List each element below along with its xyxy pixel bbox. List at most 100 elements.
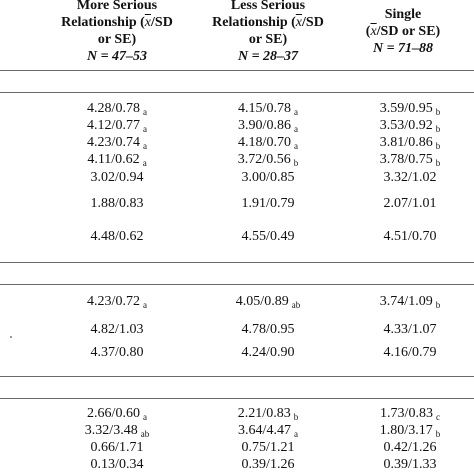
cell-value: 4.18/0.70 [238, 135, 291, 150]
cell-value: 3.72/0.56 [237, 152, 291, 167]
cell-value: 3.74/1.09 [379, 294, 433, 309]
table-cell: 0.13/0.34 [91, 457, 144, 473]
cell-value: 4.55/0.49 [241, 229, 295, 244]
cell-value: 0.75/1.21 [241, 440, 295, 455]
header-line1: Less Serious [230, 0, 306, 13]
table-cell: 2.07/1.01 [384, 196, 437, 212]
cell-value: 2.66/0.60 [87, 406, 140, 421]
table-cell: 2.66/0.60 a [87, 406, 147, 422]
table-cell: 0.42/1.26 [384, 440, 437, 456]
table-cell: 3.72/0.56 b [238, 152, 298, 168]
column-header-single: Single (x/SD or SE) N = 71–88 [333, 6, 473, 57]
header-line1: More Serious [76, 0, 158, 13]
header-line2-end: /SD or SE) [376, 24, 441, 39]
cell-value: 3.32/1.02 [383, 170, 437, 185]
cell-value: 2.07/1.01 [383, 196, 437, 211]
table-cell: 4.37/0.80 [91, 345, 144, 361]
table-cell: 3.02/0.94 [91, 170, 144, 186]
table-cell: 3.64/4.47 a [238, 423, 298, 439]
cell-value: 4.33/1.07 [383, 322, 437, 337]
cell-value: 3.53/0.92 [379, 118, 433, 133]
cell-value: 3.59/0.95 [379, 101, 433, 116]
table-cell: 1.80/3.17 b [380, 423, 440, 439]
significance-letter: a [142, 141, 147, 151]
table-cell: 3.32/3.48 ab [85, 423, 149, 439]
header-line2-start: Relationship ( [212, 15, 296, 30]
table-cell: 0.39/1.26 [242, 457, 295, 473]
significance-letter: b [435, 158, 441, 168]
significance-letter: a [142, 412, 147, 422]
table-cell: 0.39/1.33 [384, 457, 437, 473]
cell-value: 3.78/0.75 [379, 152, 433, 167]
cell-value: 3.32/3.48 [84, 423, 138, 438]
section-rule [0, 376, 474, 377]
cell-value: 3.02/0.94 [90, 170, 144, 185]
significance-letter: b [435, 107, 441, 117]
header-line2-start: ( [365, 24, 371, 39]
significance-letter: a [142, 124, 147, 134]
cell-value: 4.16/0.79 [383, 345, 437, 360]
header-line3: or SE) [97, 32, 137, 47]
cell-value: 4.82/1.03 [90, 322, 144, 337]
cell-value: 3.81/0.86 [379, 135, 433, 150]
cell-value: 4.05/0.89 [235, 294, 289, 309]
header-sample-size: N = 47–53 [86, 49, 148, 64]
cell-value: 1.80/3.17 [379, 423, 433, 438]
table-cell: 4.23/0.74 a [87, 135, 147, 151]
header-sample-size: N = 71–88 [372, 41, 434, 56]
table-cell: 3.00/0.85 [242, 170, 295, 186]
table-cell: 1.88/0.83 [91, 196, 144, 212]
cell-value: 0.39/1.26 [241, 457, 295, 472]
table-cell: 4.16/0.79 [384, 345, 437, 361]
table-cell: 1.73/0.83 c [380, 406, 440, 422]
cell-value: 4.51/0.70 [383, 229, 437, 244]
cell-value: 1.91/0.79 [241, 196, 295, 211]
section-rule [0, 92, 474, 93]
cell-value: 0.66/1.71 [90, 440, 144, 455]
table-cell: 2.21/0.83 b [238, 406, 298, 422]
significance-letter: b [293, 412, 299, 422]
table-cell: 4.48/0.62 [91, 229, 144, 245]
section-rule [0, 262, 474, 263]
table-cell: 4.23/0.72 a [87, 294, 147, 310]
table-cell: 3.81/0.86 b [380, 135, 440, 151]
header-sample-size: N = 28–37 [237, 49, 299, 64]
header-line3: or SE) [248, 32, 288, 47]
table-cell: 3.32/1.02 [384, 170, 437, 186]
table-cell: 4.28/0.78 a [87, 101, 147, 117]
section-rule [0, 284, 474, 285]
significance-letter: a [293, 141, 298, 151]
table-cell: 4.33/1.07 [384, 322, 437, 338]
table-cell: 4.78/0.95 [242, 322, 295, 338]
table-cell: 3.59/0.95 b [380, 101, 440, 117]
cell-value: 2.21/0.83 [237, 406, 291, 421]
table-cell: 3.53/0.92 b [380, 118, 440, 134]
mean-symbol: x [144, 15, 152, 30]
table-cell: 1.91/0.79 [242, 196, 295, 212]
table-cell: 3.74/1.09 b [380, 294, 440, 310]
cell-value: 0.13/0.34 [90, 457, 144, 472]
table-cell: 4.12/0.77 a [87, 118, 147, 134]
cell-value: 4.12/0.77 [87, 118, 140, 133]
significance-letter: b [435, 429, 441, 439]
cell-value: 0.42/1.26 [383, 440, 437, 455]
table-cell: 4.55/0.49 [242, 229, 295, 245]
mean-symbol: x [370, 24, 377, 39]
table-cell: 0.75/1.21 [242, 440, 295, 456]
header-line2: (x/SD or SE) [333, 23, 473, 40]
cell-value: 3.64/4.47 [238, 423, 291, 438]
cell-value: 4.78/0.95 [241, 322, 295, 337]
significance-letter: ab [140, 429, 150, 439]
column-header-more-serious: More Serious Relationship (x/SD or SE) N… [22, 0, 212, 65]
cell-value: 4.11/0.62 [87, 152, 140, 167]
significance-letter: b [435, 300, 441, 310]
significance-letter: c [435, 412, 440, 422]
header-line2: Relationship (x/SD [22, 14, 212, 31]
significance-letter: a [293, 124, 298, 134]
table-cell: 4.15/0.78 a [238, 101, 298, 117]
table-cell: 3.90/0.86 a [238, 118, 298, 134]
significance-letter: ab [291, 300, 301, 310]
header-line2-end: /SD [302, 15, 324, 30]
significance-letter: b [293, 158, 299, 168]
cell-value: 4.24/0.90 [241, 345, 295, 360]
